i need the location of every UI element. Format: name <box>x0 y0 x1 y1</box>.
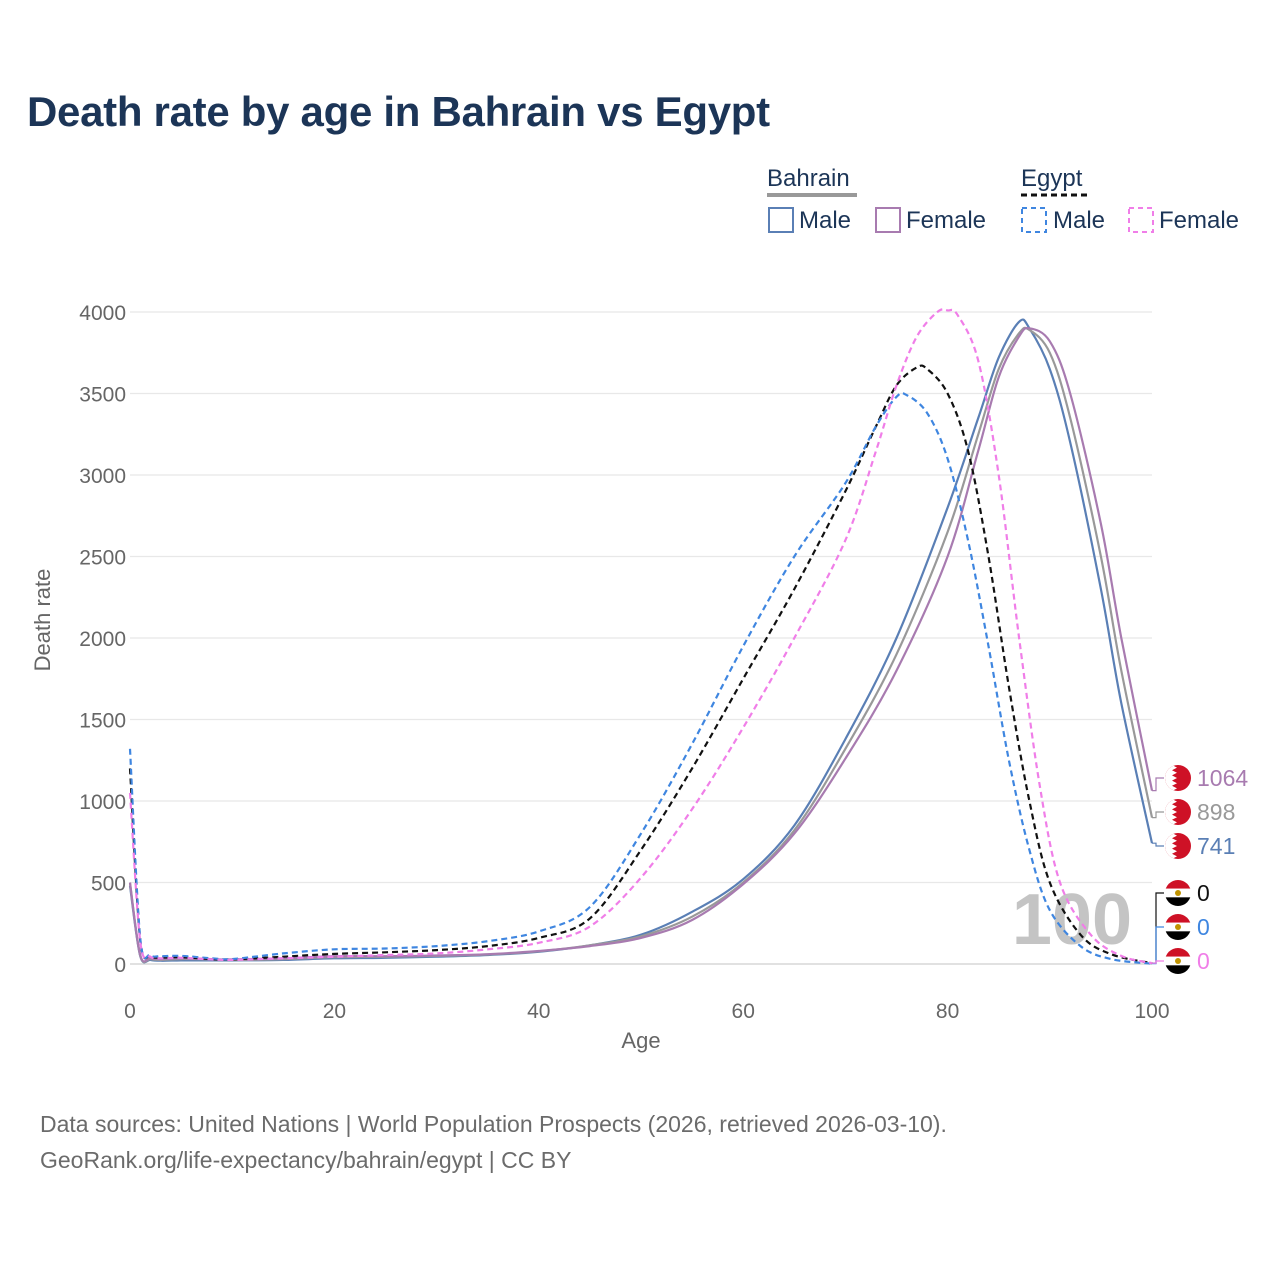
x-tick-label: 100 <box>1134 1000 1169 1023</box>
x-tick-label: 20 <box>323 1000 346 1023</box>
legend-group-bahrain: Bahrain <box>767 165 850 192</box>
end-label-egypt_female: 0 <box>1197 948 1210 974</box>
bahrain-flag-icon <box>1165 765 1191 791</box>
end-label-bahrain_total: 898 <box>1197 799 1235 825</box>
egypt-flag-icon <box>1165 880 1191 906</box>
x-tick-label: 60 <box>732 1000 755 1023</box>
legend: Bahrain Egypt Male Female Male Female <box>767 165 1239 234</box>
chart-title: Death rate by age in Bahrain vs Egypt <box>27 88 770 135</box>
y-tick-label: 2000 <box>79 628 126 651</box>
series-line-egypt_female[interactable] <box>128 308 1153 965</box>
legend-label-bahrain-male: Male <box>799 207 851 234</box>
x-tick-label: 80 <box>936 1000 959 1023</box>
y-tick-label: 0 <box>114 954 126 977</box>
end-label-egypt_male: 0 <box>1197 914 1210 940</box>
series-line-bahrain_total[interactable] <box>128 326 1154 964</box>
y-axis-title: Death rate <box>30 569 55 672</box>
legend-label-bahrain-female: Female <box>906 207 986 234</box>
x-tick-label: 40 <box>527 1000 550 1023</box>
legend-swatch-bahrain-male[interactable] <box>768 207 794 233</box>
y-tick-label: 3500 <box>79 384 126 407</box>
legend-label-egypt-female: Female <box>1159 207 1239 234</box>
footer-source: Data sources: United Nations | World Pop… <box>40 1111 947 1137</box>
x-axis-ticks: 0 20 40 60 80 100 <box>124 1000 1169 1023</box>
y-axis-ticks: 0 500 1000 1500 2000 2500 3000 3500 4000 <box>79 302 126 977</box>
end-connector-egypt_male <box>1152 926 1164 965</box>
end-connector-bahrain_female <box>1152 777 1164 792</box>
y-tick-label: 2500 <box>79 547 126 570</box>
series-line-bahrain_male[interactable] <box>128 318 1154 964</box>
y-tick-label: 3000 <box>79 465 126 488</box>
y-tick-label: 1000 <box>79 791 126 814</box>
legend-swatch-bahrain-female[interactable] <box>875 207 901 233</box>
legend-swatch-egypt-female[interactable] <box>1128 207 1154 233</box>
footer: Data sources: United Nations | World Pop… <box>40 1106 947 1178</box>
legend-group-bahrain-line <box>767 193 857 197</box>
end-connector-egypt_female <box>1152 960 1164 964</box>
series-lines <box>128 308 1154 965</box>
legend-label-egypt-male: Male <box>1053 207 1105 234</box>
bahrain-flag-icon <box>1165 799 1191 825</box>
y-tick-label: 4000 <box>79 302 126 325</box>
x-axis-title: Age <box>621 1028 660 1053</box>
end-connector-bahrain_male <box>1152 842 1164 847</box>
series-line-bahrain_female[interactable] <box>128 326 1154 963</box>
y-tick-label: 500 <box>91 873 126 896</box>
footer-link[interactable]: GeoRank.org/life-expectancy/bahrain/egyp… <box>40 1147 572 1173</box>
egypt-flag-icon <box>1165 948 1191 974</box>
year-watermark: 100 <box>1012 880 1132 960</box>
end-label-bahrain_male: 741 <box>1197 833 1235 859</box>
grid-lines <box>130 311 1152 965</box>
end-label-bahrain_female: 1064 <box>1197 765 1248 791</box>
legend-group-egypt: Egypt <box>1021 165 1083 192</box>
end-labels: 741 898 1064 0 0 0 <box>1152 765 1248 974</box>
end-connector-egypt_total <box>1152 892 1164 964</box>
series-line-egypt_male[interactable] <box>128 391 1153 965</box>
x-tick-label: 0 <box>124 1000 136 1023</box>
egypt-flag-icon <box>1165 914 1191 940</box>
bahrain-flag-icon <box>1165 833 1191 859</box>
end-label-egypt_total: 0 <box>1197 880 1210 906</box>
legend-swatch-egypt-male[interactable] <box>1021 207 1047 233</box>
y-tick-label: 1500 <box>79 710 126 733</box>
end-connector-bahrain_total <box>1152 811 1164 819</box>
series-line-egypt_total[interactable] <box>128 364 1153 965</box>
